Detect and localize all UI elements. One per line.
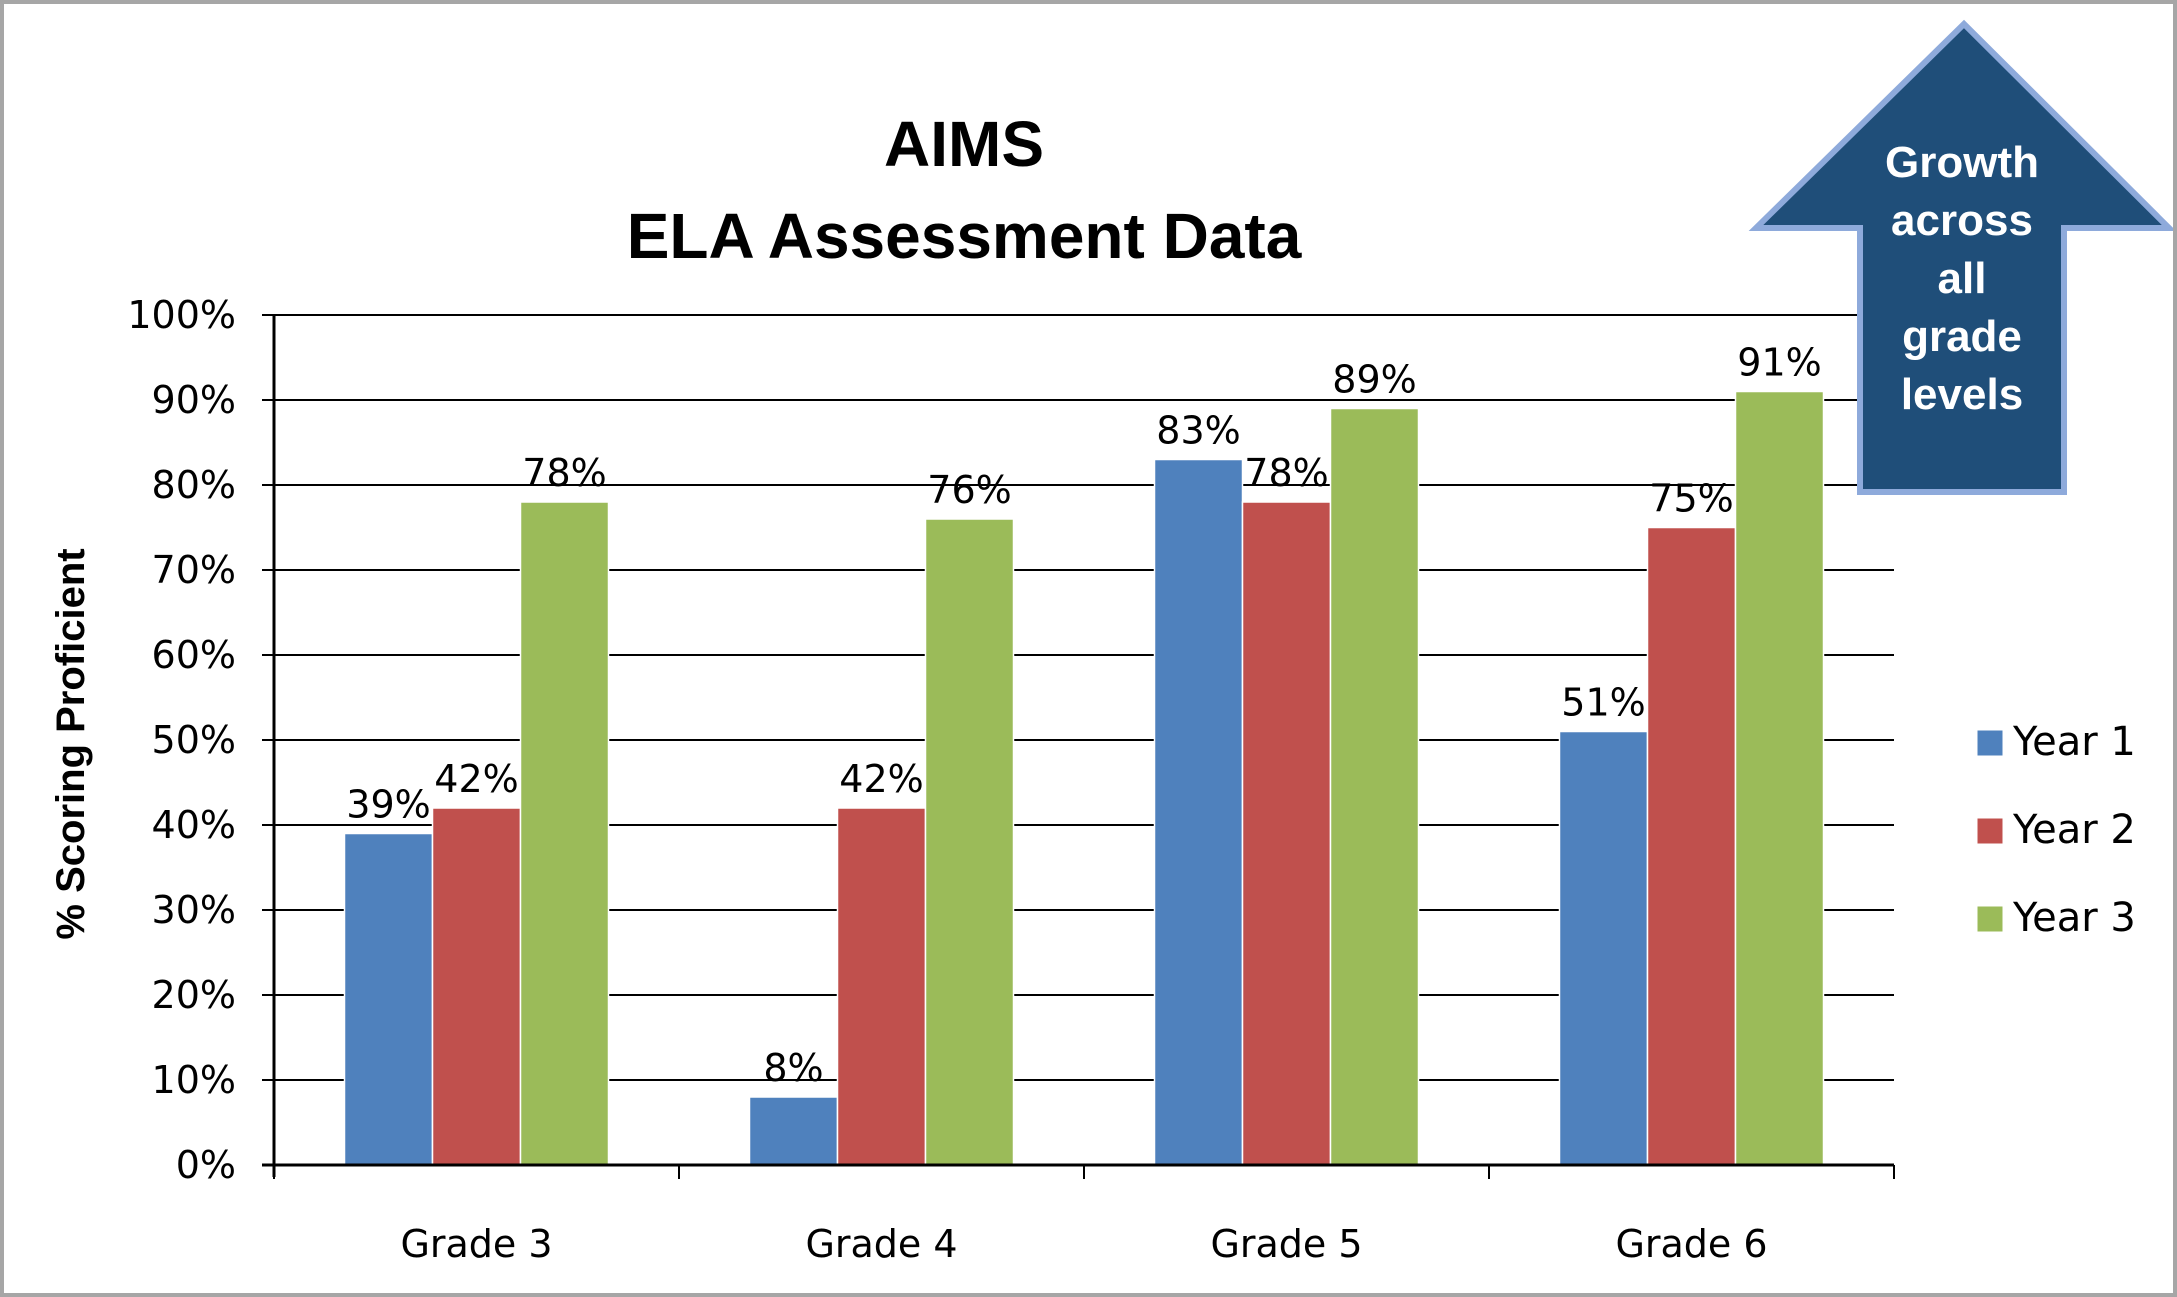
y-tick-label: 40% (152, 803, 236, 847)
bar-year-1 (1558, 730, 1649, 1166)
data-label: 42% (839, 757, 923, 801)
data-label: 51% (1561, 681, 1645, 725)
legend-swatch (1976, 817, 2004, 845)
y-tick-label: 50% (152, 718, 236, 762)
x-category-label: Grade 6 (1615, 1222, 1767, 1266)
legend-label: Year 3 (2012, 895, 2136, 941)
y-tick-label: 10% (152, 1058, 236, 1102)
growth-up-arrow-icon (1748, 19, 2173, 495)
y-tick-label: 20% (152, 973, 236, 1017)
chart-title-line-2: ELA Assessment Data (627, 200, 1302, 272)
data-label: 39% (346, 783, 430, 827)
bar-year-3 (1329, 407, 1420, 1166)
y-tick-label: 60% (152, 633, 236, 677)
callout-text-line: Growth (1885, 138, 2039, 187)
legend-swatch (1976, 729, 2004, 757)
data-label: 75% (1649, 477, 1733, 521)
callout-text-line: across (1891, 196, 2033, 245)
x-category-label: Grade 3 (400, 1222, 552, 1266)
y-tick-label: 90% (152, 378, 236, 422)
y-tick-label: 0% (176, 1143, 236, 1187)
data-label: 76% (927, 468, 1011, 512)
data-label: 8% (763, 1046, 823, 1090)
legend-swatch (1976, 905, 2004, 933)
y-axis-label: % Scoring Proficient (49, 548, 93, 939)
bar-year-2 (1241, 501, 1332, 1166)
data-label: 42% (434, 757, 518, 801)
callout-text-line: levels (1901, 370, 2023, 419)
chart-svg: AIMS ELA Assessment Data 0% 10% 20% 30% 40% 50… (49, 19, 2173, 1266)
bar-year-2 (836, 807, 927, 1166)
y-tick-label: 70% (152, 548, 236, 592)
y-tick-label: 80% (152, 463, 236, 507)
bar-year-1 (343, 832, 434, 1166)
callout-text-line: grade (1902, 312, 2022, 361)
data-label: 78% (1244, 451, 1328, 495)
x-category-label: Grade 5 (1210, 1222, 1362, 1266)
bar-year-2 (1646, 526, 1737, 1166)
y-tick-label: 100% (127, 293, 236, 337)
bar-year-3 (1734, 390, 1825, 1166)
data-label: 91% (1737, 341, 1821, 385)
y-tick-label: 30% (152, 888, 236, 932)
legend-label: Year 1 (2012, 719, 2136, 765)
bar-year-1 (748, 1096, 839, 1166)
data-label: 83% (1156, 409, 1240, 453)
bar-year-3 (924, 518, 1015, 1166)
data-label: 89% (1332, 358, 1416, 402)
data-label: 78% (522, 451, 606, 495)
bar-year-1 (1153, 458, 1244, 1166)
chart-title-line-1: AIMS (884, 108, 1044, 180)
legend-label: Year 2 (2012, 807, 2136, 853)
x-category-label: Grade 4 (805, 1222, 957, 1266)
bar-year-3 (519, 501, 610, 1166)
callout-text-line: all (1938, 254, 1987, 303)
bar-year-2 (431, 807, 522, 1166)
